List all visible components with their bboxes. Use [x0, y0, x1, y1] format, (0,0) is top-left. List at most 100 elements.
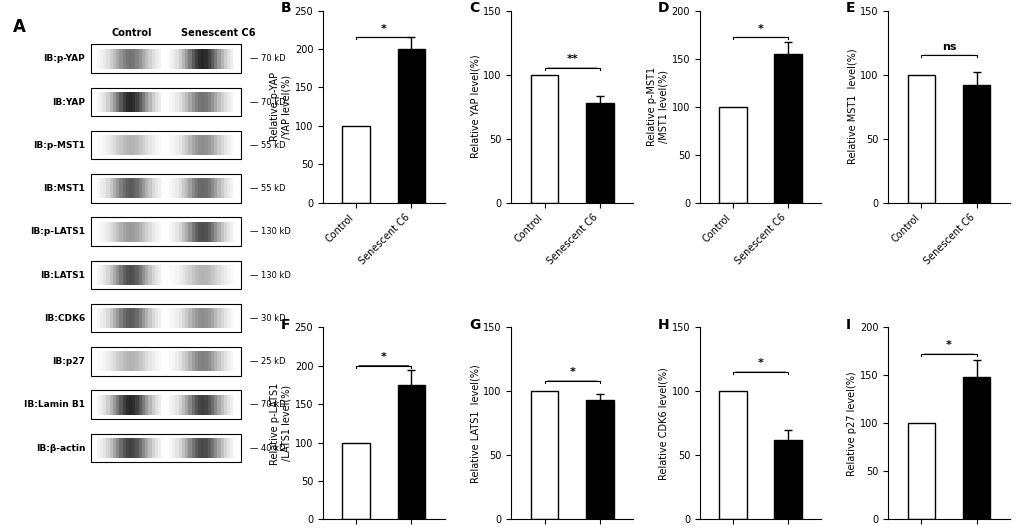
Text: IB:YAP: IB:YAP [52, 98, 86, 107]
Text: — 70 kD: — 70 kD [250, 98, 285, 107]
Text: F: F [280, 318, 289, 332]
Bar [397, 49, 425, 202]
FancyBboxPatch shape [192, 394, 195, 414]
FancyBboxPatch shape [189, 351, 192, 372]
FancyBboxPatch shape [204, 222, 208, 242]
FancyBboxPatch shape [158, 178, 161, 198]
FancyBboxPatch shape [109, 222, 113, 242]
FancyBboxPatch shape [132, 351, 136, 372]
FancyBboxPatch shape [181, 92, 184, 112]
FancyBboxPatch shape [119, 49, 122, 68]
FancyBboxPatch shape [97, 438, 100, 458]
FancyBboxPatch shape [139, 394, 142, 414]
FancyBboxPatch shape [208, 394, 211, 414]
FancyBboxPatch shape [184, 351, 189, 372]
FancyBboxPatch shape [230, 265, 233, 285]
FancyBboxPatch shape [103, 265, 106, 285]
FancyBboxPatch shape [128, 178, 132, 198]
FancyBboxPatch shape [223, 265, 227, 285]
FancyBboxPatch shape [227, 92, 230, 112]
FancyBboxPatch shape [230, 222, 233, 242]
Text: IB:MST1: IB:MST1 [43, 184, 86, 193]
Bar [397, 385, 425, 519]
FancyBboxPatch shape [97, 222, 100, 242]
FancyBboxPatch shape [113, 308, 116, 328]
FancyBboxPatch shape [103, 394, 106, 414]
FancyBboxPatch shape [106, 351, 109, 372]
FancyBboxPatch shape [169, 92, 172, 112]
FancyBboxPatch shape [132, 438, 136, 458]
FancyBboxPatch shape [201, 92, 204, 112]
Text: Senescent C6: Senescent C6 [180, 29, 255, 38]
FancyBboxPatch shape [195, 265, 198, 285]
FancyBboxPatch shape [169, 222, 172, 242]
FancyBboxPatch shape [220, 135, 223, 155]
FancyBboxPatch shape [145, 222, 148, 242]
FancyBboxPatch shape [189, 49, 192, 68]
FancyBboxPatch shape [175, 394, 178, 414]
FancyBboxPatch shape [175, 92, 178, 112]
FancyBboxPatch shape [125, 178, 128, 198]
Text: E: E [845, 1, 854, 15]
FancyBboxPatch shape [230, 92, 233, 112]
FancyBboxPatch shape [142, 92, 145, 112]
FancyBboxPatch shape [217, 135, 220, 155]
Text: — 130 kD: — 130 kD [250, 227, 290, 236]
FancyBboxPatch shape [152, 394, 155, 414]
FancyBboxPatch shape [198, 394, 201, 414]
FancyBboxPatch shape [142, 351, 145, 372]
Text: H: H [656, 318, 668, 332]
FancyBboxPatch shape [125, 92, 128, 112]
FancyBboxPatch shape [227, 308, 230, 328]
FancyBboxPatch shape [181, 135, 184, 155]
Bar [773, 54, 801, 202]
FancyBboxPatch shape [198, 351, 201, 372]
FancyBboxPatch shape [204, 308, 208, 328]
FancyBboxPatch shape [122, 265, 125, 285]
FancyBboxPatch shape [181, 394, 184, 414]
FancyBboxPatch shape [172, 438, 175, 458]
FancyBboxPatch shape [208, 92, 211, 112]
FancyBboxPatch shape [169, 394, 172, 414]
FancyBboxPatch shape [155, 265, 158, 285]
FancyBboxPatch shape [178, 222, 181, 242]
FancyBboxPatch shape [152, 92, 155, 112]
FancyBboxPatch shape [103, 92, 106, 112]
FancyBboxPatch shape [189, 178, 192, 198]
FancyBboxPatch shape [128, 308, 132, 328]
FancyBboxPatch shape [125, 308, 128, 328]
FancyBboxPatch shape [139, 135, 142, 155]
FancyBboxPatch shape [175, 438, 178, 458]
FancyBboxPatch shape [97, 351, 100, 372]
FancyBboxPatch shape [119, 308, 122, 328]
FancyBboxPatch shape [136, 394, 139, 414]
FancyBboxPatch shape [208, 222, 211, 242]
Bar [586, 400, 613, 519]
FancyBboxPatch shape [122, 178, 125, 198]
FancyBboxPatch shape [132, 222, 136, 242]
FancyBboxPatch shape [217, 49, 220, 68]
FancyBboxPatch shape [230, 49, 233, 68]
FancyBboxPatch shape [152, 438, 155, 458]
FancyBboxPatch shape [230, 178, 233, 198]
FancyBboxPatch shape [100, 222, 103, 242]
FancyBboxPatch shape [106, 178, 109, 198]
FancyBboxPatch shape [91, 131, 240, 160]
FancyBboxPatch shape [189, 92, 192, 112]
FancyBboxPatch shape [145, 308, 148, 328]
Bar [586, 103, 613, 202]
FancyBboxPatch shape [201, 394, 204, 414]
FancyBboxPatch shape [113, 92, 116, 112]
FancyBboxPatch shape [132, 308, 136, 328]
FancyBboxPatch shape [204, 135, 208, 155]
FancyBboxPatch shape [103, 438, 106, 458]
FancyBboxPatch shape [152, 178, 155, 198]
Bar [907, 75, 934, 202]
Text: — 30 kD: — 30 kD [250, 314, 285, 323]
FancyBboxPatch shape [230, 438, 233, 458]
FancyBboxPatch shape [142, 394, 145, 414]
FancyBboxPatch shape [172, 351, 175, 372]
FancyBboxPatch shape [178, 351, 181, 372]
FancyBboxPatch shape [97, 265, 100, 285]
FancyBboxPatch shape [158, 394, 161, 414]
